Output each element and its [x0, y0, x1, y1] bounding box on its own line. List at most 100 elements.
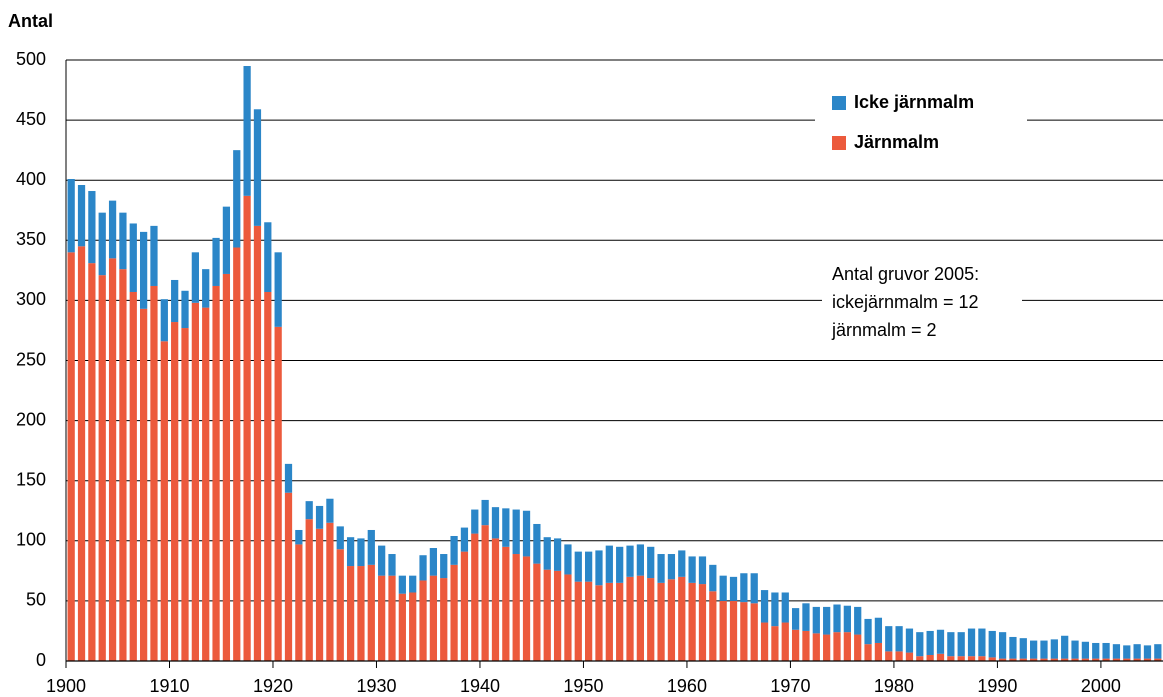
bar-segment — [564, 574, 572, 661]
bar-segment — [512, 509, 520, 555]
bar-segment — [533, 523, 541, 564]
bar-segment — [626, 576, 634, 661]
bar-segment — [1050, 658, 1058, 661]
bar-segment — [378, 545, 386, 576]
x-tick-label: 2000 — [1081, 676, 1121, 696]
bar-segment — [88, 191, 96, 264]
y-tick-label: 400 — [16, 169, 46, 189]
bar-segment — [67, 252, 75, 661]
bar-segment — [129, 291, 137, 661]
bar-segment — [409, 592, 417, 661]
bar-segment — [688, 556, 696, 583]
bar-segment — [471, 533, 479, 661]
bar-segment — [1030, 640, 1038, 659]
bar-segment — [1019, 658, 1027, 661]
bar-segment — [233, 150, 241, 248]
bar-segment — [895, 651, 903, 661]
bar-segment — [253, 109, 262, 226]
bar-segment — [823, 606, 831, 635]
bar-segment — [1092, 658, 1100, 661]
bar-segment — [729, 600, 738, 661]
bar-segment — [698, 556, 707, 585]
bar-segment — [595, 550, 603, 586]
bar-segment — [450, 564, 458, 661]
bar-segment — [253, 225, 262, 661]
x-tick-label: 1960 — [667, 676, 707, 696]
bar-segment — [108, 200, 117, 259]
bar-segment — [543, 569, 551, 661]
bar-segment — [585, 581, 593, 661]
bar-segment — [150, 285, 158, 661]
bar-segment — [781, 622, 789, 661]
bar-segment — [916, 632, 924, 657]
bar-segment — [1061, 658, 1069, 661]
x-tick-label: 1980 — [874, 676, 914, 696]
bar-segment — [202, 307, 210, 661]
legend-swatch — [832, 96, 846, 110]
bar-segment — [491, 538, 500, 661]
bar-segment — [740, 573, 748, 603]
bar-segment — [864, 644, 872, 661]
bar-segment — [1040, 658, 1048, 661]
bar-segment — [791, 629, 800, 661]
x-tick-label: 1990 — [977, 676, 1017, 696]
bar-segment — [1112, 644, 1121, 659]
annotation: järnmalm = 2 — [831, 320, 937, 340]
bar-segment — [191, 302, 199, 661]
x-tick-label: 1930 — [356, 676, 396, 696]
bar-segment — [698, 584, 707, 661]
bar-segment — [357, 538, 365, 567]
bar-segment — [553, 570, 562, 661]
bar-segment — [740, 602, 748, 661]
bar-segment — [533, 563, 541, 661]
bar-segment — [1030, 658, 1038, 661]
bar-segment — [181, 328, 189, 661]
bar-segment — [481, 525, 489, 661]
bar-segment — [346, 537, 355, 567]
bar-segment — [926, 630, 934, 655]
bar-segment — [833, 604, 841, 633]
bar-segment — [595, 585, 603, 661]
bar-segment — [388, 575, 396, 661]
bar-segment — [760, 622, 769, 661]
bar-segment — [1102, 642, 1110, 659]
bar-segment — [1071, 640, 1079, 659]
bar-segment — [657, 554, 665, 583]
bar-segment — [202, 269, 210, 308]
bar-segment — [1154, 644, 1162, 659]
bar-segment — [398, 575, 406, 594]
bar-segment — [243, 66, 251, 196]
bar-segment — [336, 526, 344, 550]
bar-segment — [616, 546, 624, 583]
bar-segment — [998, 632, 1007, 659]
bar-segment — [305, 519, 313, 661]
x-tick-label: 1950 — [563, 676, 603, 696]
bar-segment — [543, 537, 551, 570]
bar-segment — [1081, 658, 1090, 661]
bar-segment — [1050, 639, 1058, 659]
bar-segment — [326, 522, 334, 661]
bar-segment — [719, 600, 727, 661]
bar-segment — [678, 576, 686, 661]
bar-segment — [150, 225, 158, 286]
bar-segment — [409, 575, 417, 593]
bar-segment — [626, 545, 634, 577]
bar-segment — [274, 326, 282, 661]
bar-segment — [585, 551, 593, 582]
bar-segment — [274, 252, 282, 327]
bar-segment — [77, 185, 86, 247]
x-tick-label: 1970 — [770, 676, 810, 696]
bar-segment — [1102, 658, 1110, 661]
bar-segment — [222, 273, 231, 661]
legend-label: Icke järnmalm — [854, 92, 974, 112]
x-tick-label: 1900 — [46, 676, 86, 696]
bar-segment — [139, 308, 148, 661]
bar-segment — [1112, 658, 1121, 661]
bar-segment — [1009, 658, 1017, 661]
bar-segment — [502, 546, 510, 661]
bar-segment — [553, 538, 562, 571]
bar-segment — [936, 629, 945, 654]
bar-segment — [957, 656, 965, 661]
bar-segment — [471, 509, 479, 534]
